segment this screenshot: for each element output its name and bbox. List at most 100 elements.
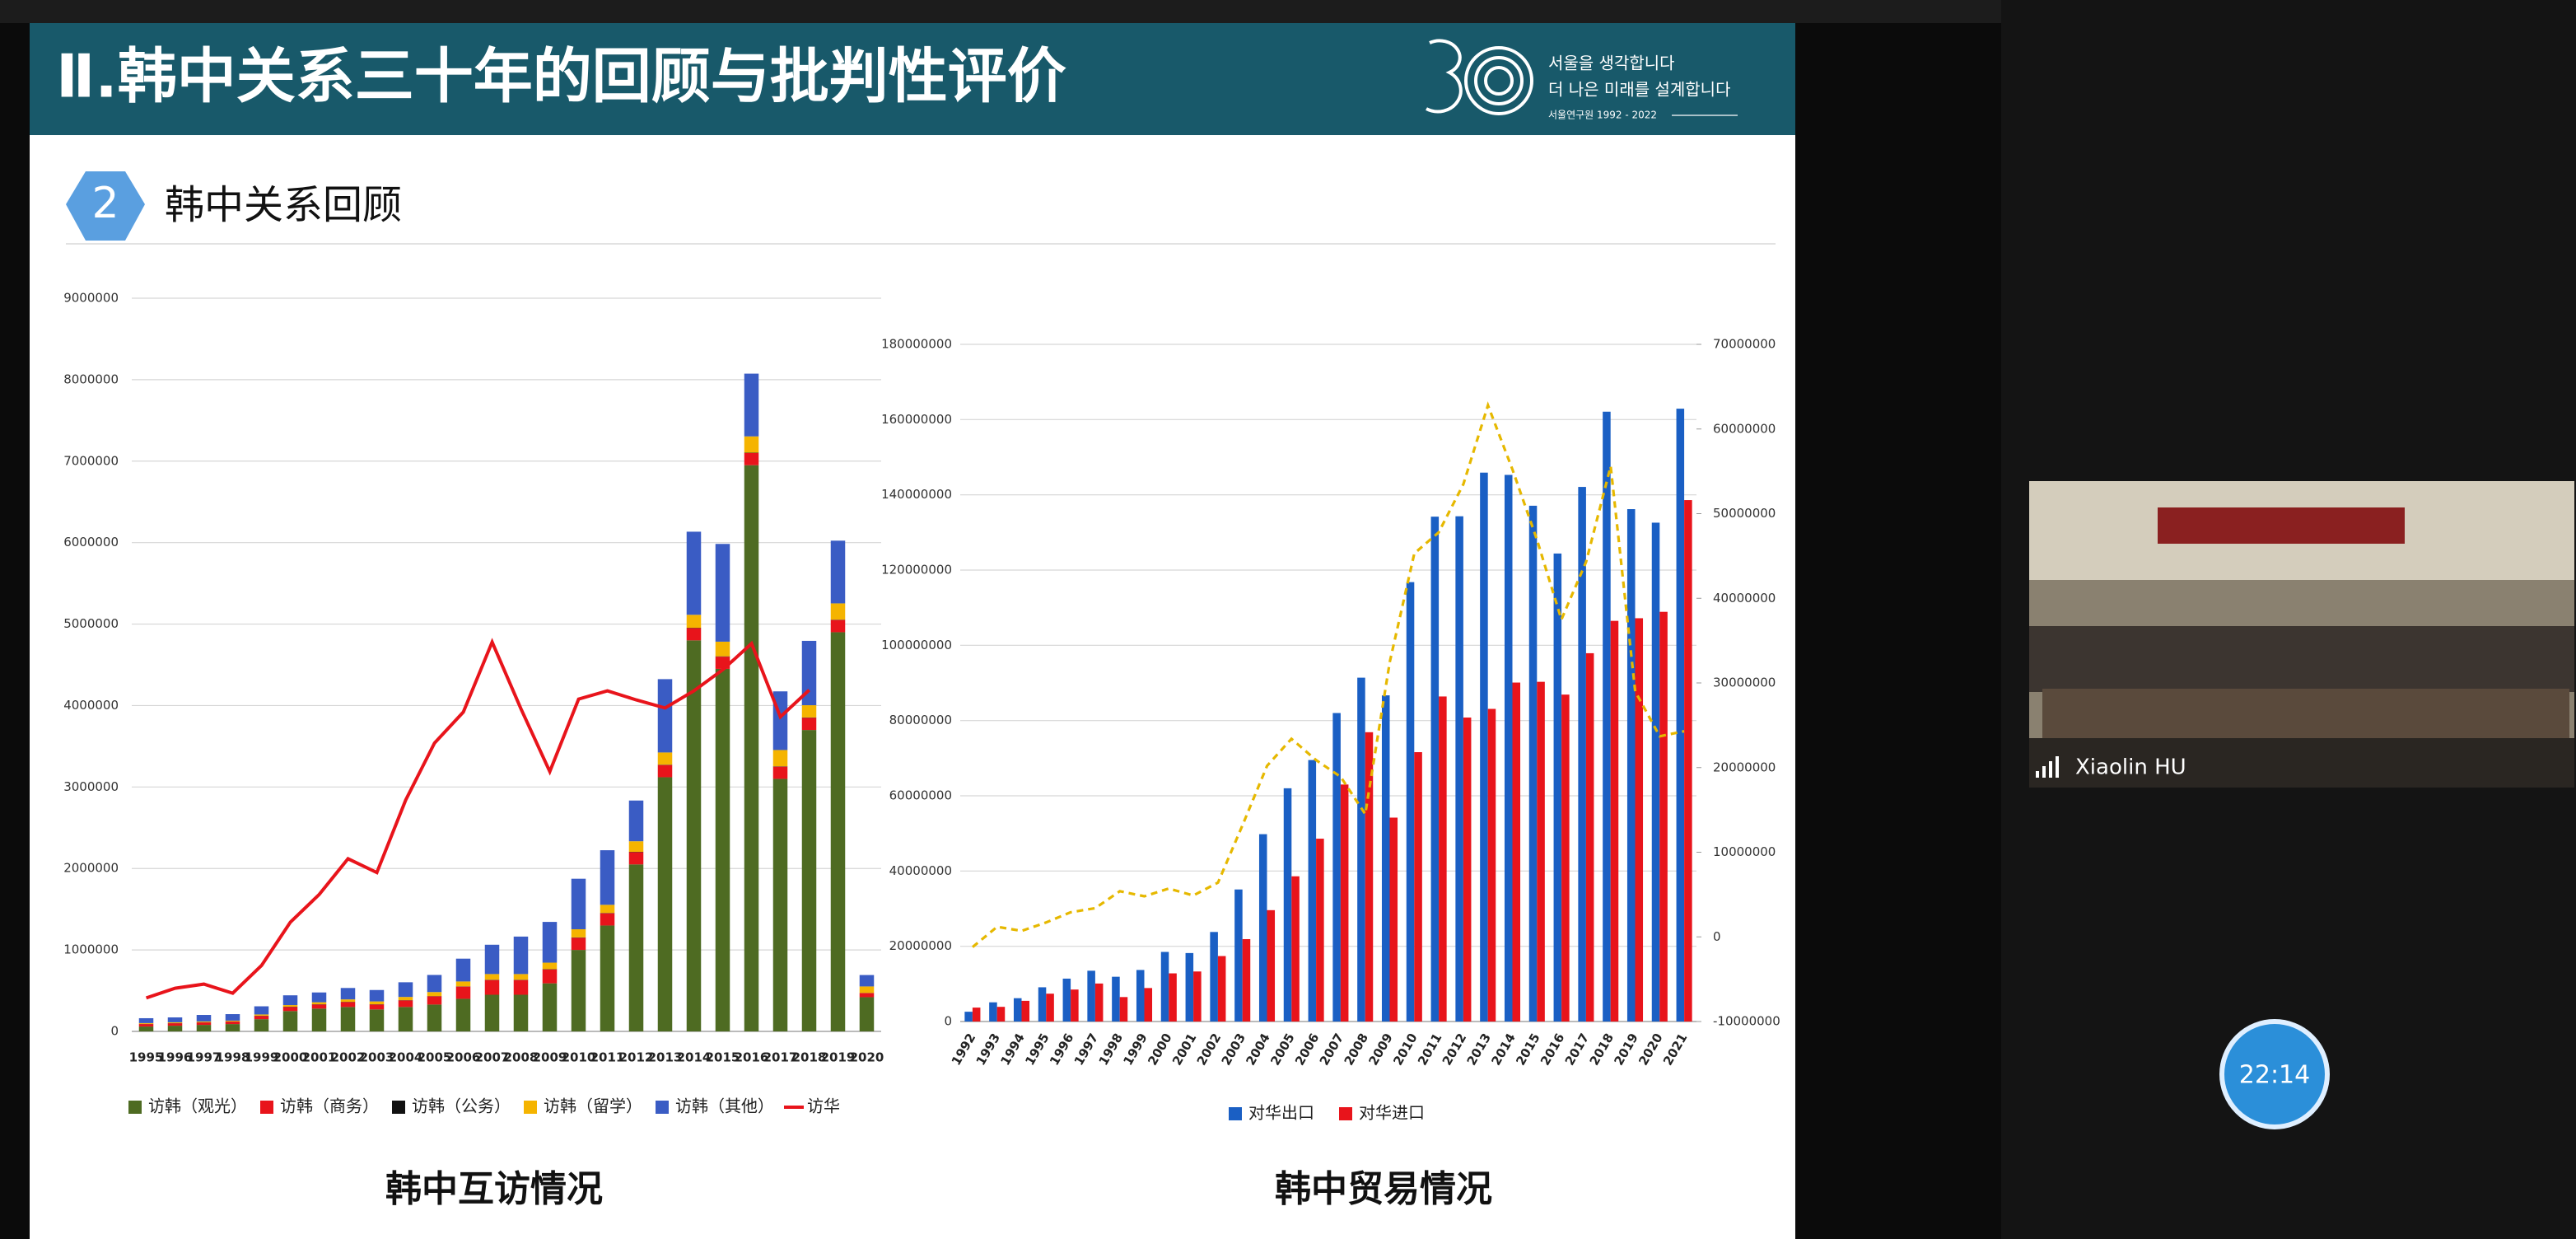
bar [1144,988,1153,1022]
bar-segment [254,1019,269,1031]
bar [1062,978,1071,1022]
bar-segment [427,996,442,1005]
logo-text: 서울을 생각합니다 [1548,54,1675,73]
section-badge [66,171,145,241]
bar [1267,909,1276,1022]
bar-segment [513,980,529,995]
bar [1185,952,1194,1022]
bar-segment [311,1004,327,1009]
bar-segment [254,1014,269,1016]
x-tick-label: 2003 [360,1050,394,1065]
series-line [971,401,1685,948]
top-strip [0,0,2001,23]
bar-segment [225,1014,240,1021]
legend-swatch [524,1101,537,1114]
legend-swatch [392,1101,405,1114]
bar-segment [138,1026,154,1031]
bar-segment [138,1024,154,1027]
bar [972,1008,981,1022]
y-tick-label: 1000000 [63,942,119,957]
bar-segment [542,962,558,970]
bar-segment [686,615,702,629]
section-number: 2 [91,179,119,228]
bar-segment [369,989,385,1002]
logo-three [1426,39,1463,114]
bar [1332,713,1341,1022]
bar-segment [801,730,817,1031]
bar-segment [340,988,356,1000]
y-tick-label: 6000000 [63,535,119,549]
bar-segment [484,994,500,1031]
bar-segment [455,986,471,999]
bar-segment [138,1022,154,1024]
bar-segment [398,997,413,1001]
x-tick-label: 1997 [187,1050,222,1065]
bar-segment [311,1002,327,1005]
bar-segment [600,850,615,905]
bar-segment [167,1022,183,1023]
bar [1258,834,1267,1022]
bar-segment [311,1008,327,1031]
bar [1659,611,1668,1022]
legend-label: 对华出口 [1248,1103,1314,1123]
bar [1217,956,1226,1022]
x-tick-label: 2009 [533,1050,567,1065]
slide [30,23,1795,1239]
y-tick-label: 9000000 [63,291,119,306]
bar-segment [628,841,644,853]
timer-text: 22:14 [2239,1061,2310,1090]
slide-header [30,23,1795,135]
bar-segment [427,992,442,997]
bar-segment [282,995,298,1006]
bar-segment [571,950,586,1031]
y2-tick-label: 30000000 [1713,676,1776,690]
legend-label: 访韩（其他） [675,1096,774,1116]
bar [1357,677,1365,1022]
bar-segment [657,764,673,778]
bar [1528,505,1538,1022]
bar [1169,973,1177,1022]
legend-swatch [260,1101,273,1114]
bar [1316,839,1324,1022]
bar-segment [484,944,500,975]
bar-segment [254,1016,269,1020]
bar-segment [715,544,730,642]
bar-segment [628,800,644,842]
bar [1340,784,1349,1022]
bar [1603,411,1611,1022]
bar [1038,987,1047,1022]
bar-segment [772,766,788,779]
bar-segment [167,1023,183,1026]
bar [1553,553,1562,1022]
bar-segment [744,373,759,437]
slide-title: Ⅱ.韩中关系三十年的回顾与批判性评价 [56,42,1066,111]
timer-badge[interactable] [2219,1019,2330,1129]
bar-segment [196,1015,212,1022]
bar-segment [225,1020,240,1022]
chart-title: 韩中贸易情况 [1275,1168,1492,1210]
legend-label: 对华进口 [1359,1103,1425,1123]
bar [1242,938,1251,1022]
signal-bar [2056,756,2059,778]
bar [1021,1000,1030,1022]
bar [1480,472,1488,1022]
y2-tick-label: 50000000 [1713,506,1776,521]
bar [1487,708,1496,1022]
y-tick-label: 8000000 [63,372,119,386]
timer[interactable]: 22:14 [2219,1019,2330,1129]
bar-segment [513,974,529,980]
bar-segment [542,983,558,1031]
participant-name: Xiaolin HU [2075,755,2186,780]
bar [1136,970,1145,1022]
bar [1455,516,1463,1022]
bar [1610,620,1619,1022]
y-tick-label: 2000000 [63,861,119,876]
y-tick-label: 60000000 [889,788,952,803]
signal-bar [2036,771,2039,778]
bar-segment [542,922,558,963]
x-tick-label: 2017 [763,1050,798,1065]
bar-segment [772,778,788,1031]
logo-text: 서울연구원 1992 - 2022 [1548,110,1657,121]
bar-segment [225,1022,240,1025]
bar-segment [311,992,327,1003]
